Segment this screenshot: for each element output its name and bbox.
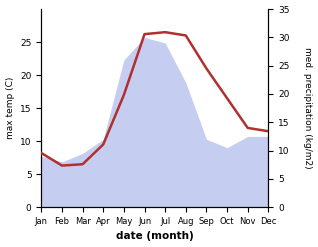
Y-axis label: med. precipitation (kg/m2): med. precipitation (kg/m2) xyxy=(303,47,313,169)
X-axis label: date (month): date (month) xyxy=(116,231,194,242)
Y-axis label: max temp (C): max temp (C) xyxy=(5,77,15,139)
